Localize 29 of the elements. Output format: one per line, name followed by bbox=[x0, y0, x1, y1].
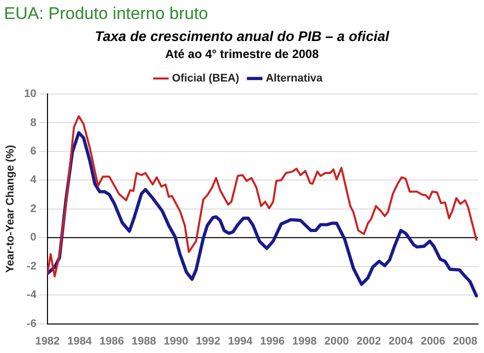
chart-subtitle: Taxa de crescimento anual do PIB – a oficial bbox=[94, 28, 390, 44]
x-tick-label: 1996 bbox=[260, 335, 285, 348]
x-tick-label: 2008 bbox=[452, 335, 478, 348]
x-tick-label: 1984 bbox=[67, 335, 93, 348]
x-tick-label: 2000 bbox=[324, 335, 349, 348]
x-tick-label: 1992 bbox=[196, 335, 220, 348]
y-tick-label: -2 bbox=[26, 260, 36, 272]
y-tick-label: 6 bbox=[30, 145, 36, 158]
x-tick-label: 1982 bbox=[35, 335, 60, 348]
x-tick-label: 2006 bbox=[420, 335, 446, 348]
text: Até ao 4° trimestre de 2008 bbox=[164, 47, 320, 61]
y-tick-label: 4 bbox=[30, 174, 38, 186]
x-tick-label: 1988 bbox=[132, 335, 156, 348]
x-tick-label: 2002 bbox=[356, 335, 381, 348]
y-tick-label: -4 bbox=[26, 289, 38, 302]
x-tick-label: 1986 bbox=[99, 335, 124, 348]
x-tick-label: 1990 bbox=[164, 335, 188, 348]
y-tick-label: 10 bbox=[24, 88, 36, 100]
legend-label: Alternativa bbox=[266, 72, 324, 85]
x-tick-label: 1998 bbox=[292, 335, 317, 348]
chart-title: EUA: Produto interno bruto bbox=[4, 4, 208, 24]
x-tick-label: 2004 bbox=[388, 335, 414, 348]
y-tick-label: -6 bbox=[26, 318, 36, 330]
legend-label: Oficial (BEA) bbox=[172, 72, 240, 85]
x-tick-label: 1994 bbox=[228, 335, 254, 348]
y-tick-label: 0 bbox=[30, 232, 36, 244]
y-tick-label: 2 bbox=[30, 202, 36, 215]
y-axis-title: Year-to-Year Change (%) bbox=[4, 144, 17, 273]
y-tick-label: 8 bbox=[30, 116, 36, 129]
